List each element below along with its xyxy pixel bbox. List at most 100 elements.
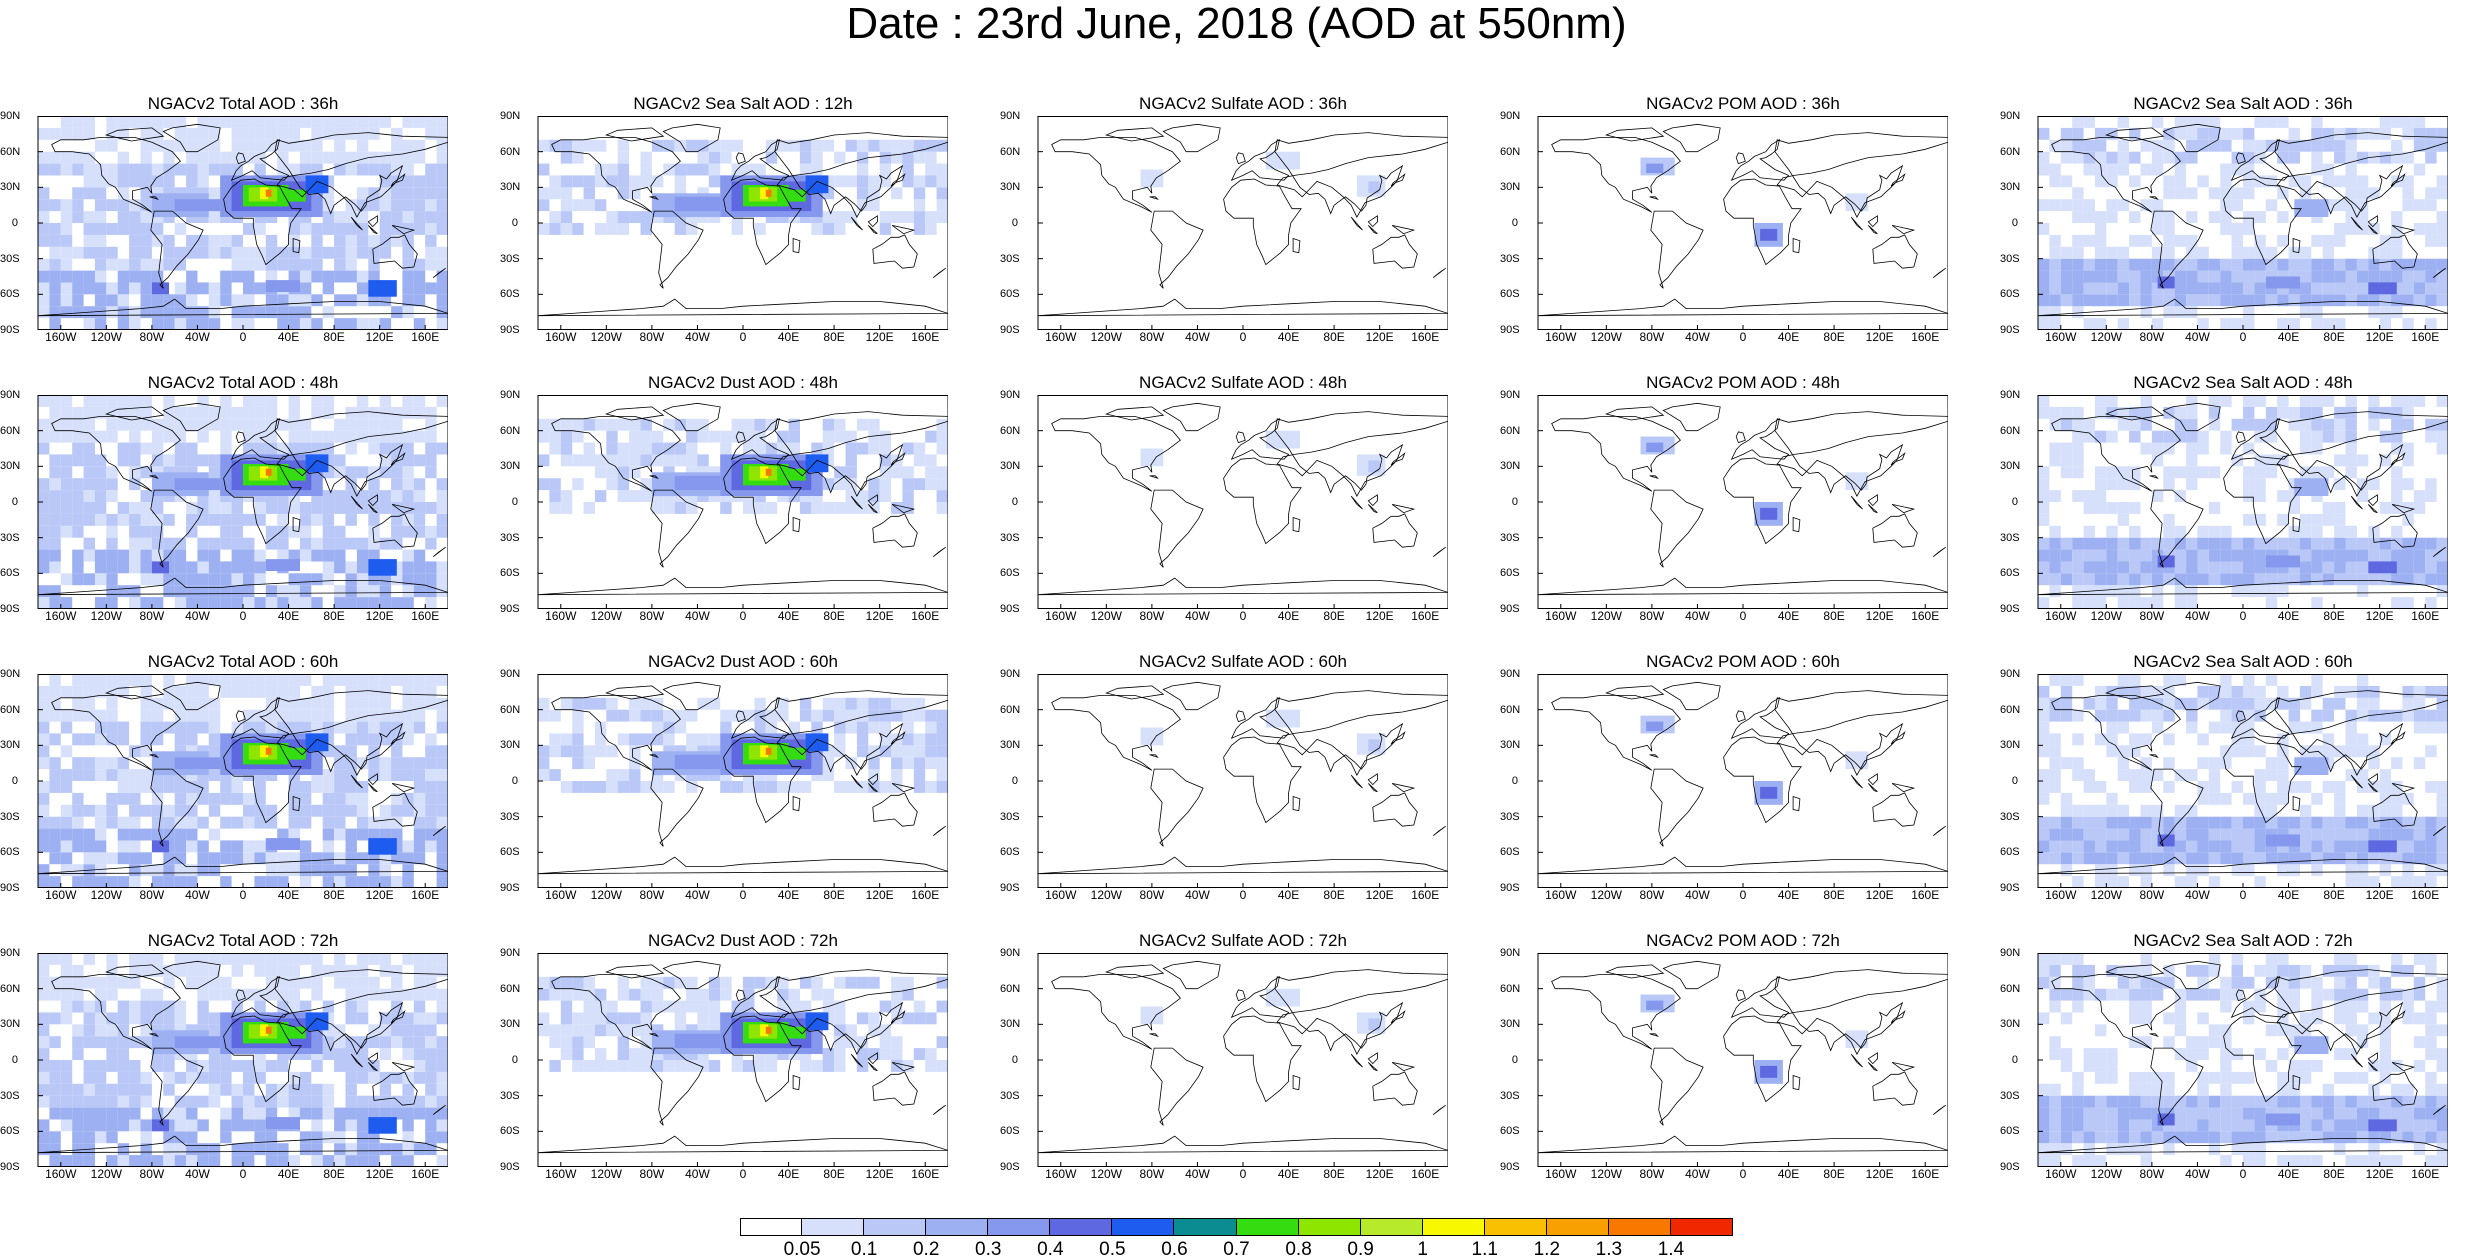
aod-cell (106, 573, 118, 586)
aod-cell (288, 468, 306, 481)
aod-cell (2243, 549, 2255, 562)
lat-label: 30S (1500, 252, 1520, 265)
continent-outline (105, 406, 165, 421)
aod-cell (83, 406, 95, 419)
aod-cell (129, 953, 141, 965)
aod-cell (334, 1143, 346, 1156)
aod-cell (345, 246, 357, 259)
aod-cell (254, 1095, 266, 1108)
aod-cell (163, 1143, 175, 1156)
continent-outline (1367, 504, 1378, 514)
aod-cell (720, 769, 732, 781)
aod-cell (322, 573, 335, 586)
continent-outline (223, 457, 302, 545)
aod-cell (94, 1131, 107, 1144)
aod-cell (117, 1095, 130, 1108)
aod-cell (94, 816, 107, 829)
aod-cell (425, 525, 437, 538)
aod-cell (708, 430, 721, 443)
aod-cell (60, 988, 73, 1001)
aod-cell (174, 318, 187, 330)
aod-cell (902, 709, 914, 722)
aod-cell (174, 573, 187, 586)
aod-cell (106, 733, 118, 746)
aod-cell (72, 964, 84, 977)
aod-cell (2231, 318, 2243, 330)
aod-cell (2311, 597, 2323, 609)
aod-cell (174, 781, 187, 793)
aod-cell (94, 246, 107, 259)
lat-label: 30S (2000, 531, 2020, 544)
aod-cell (345, 1155, 357, 1167)
aod-cell (243, 1143, 255, 1156)
aod-cell (2379, 769, 2392, 781)
aod-cell (2322, 175, 2335, 188)
aod-cell (368, 1131, 380, 1144)
aod-cell (2083, 116, 2095, 128)
lon-label: 80W (1639, 330, 1665, 344)
aod-cell (197, 561, 209, 574)
aod-cell (760, 745, 769, 758)
lat-label: 90N (500, 668, 521, 680)
aod-cell (208, 709, 221, 722)
aod-cell (345, 769, 357, 781)
aod-cell (49, 454, 61, 467)
aod-cell (2038, 852, 2050, 865)
aod-cell (413, 454, 426, 467)
aod-cell (106, 561, 118, 574)
aod-cell (2288, 318, 2300, 330)
aod-cell (2436, 792, 2448, 805)
aod-cell (2208, 781, 2221, 793)
aod-cell (2072, 769, 2084, 781)
aod-cell (49, 1143, 61, 1156)
aod-cell (174, 697, 187, 710)
aod-cell (38, 418, 50, 431)
aod-cell (799, 1060, 812, 1072)
aod-cell (379, 1048, 392, 1060)
lon-label: 40E (2277, 609, 2300, 623)
aod-cell (2186, 211, 2198, 223)
aod-cell (345, 828, 357, 841)
aod-cell (197, 1143, 209, 1156)
aod-cell (925, 1012, 937, 1025)
aod-cell (2049, 318, 2061, 330)
aod-cell (640, 175, 652, 188)
aod-cell (106, 697, 118, 710)
aod-cell (2094, 223, 2107, 235)
aod-cell (2425, 561, 2437, 574)
aod-cell (583, 454, 595, 467)
aod-cell (368, 502, 380, 514)
aod-cell (2083, 561, 2095, 574)
aod-cell (2117, 270, 2130, 283)
aod-cell (617, 1036, 630, 1049)
aod-cell (2334, 561, 2346, 574)
aod-cell (2106, 685, 2118, 698)
aod-cell (379, 430, 392, 443)
aod-cell (2334, 258, 2346, 271)
aod-field (1140, 151, 1386, 197)
lat-label: 90N (500, 389, 521, 401)
aod-cell (2425, 816, 2437, 829)
aod-cell (413, 1071, 426, 1084)
continent-outline (1372, 792, 1418, 827)
aod-cell (299, 442, 312, 455)
aod-cell (2436, 561, 2448, 574)
lon-label: 80E (823, 888, 845, 902)
aod-cell (106, 395, 118, 407)
aod-cell (129, 478, 141, 491)
aod-cell (140, 116, 152, 128)
aod-cell (2129, 258, 2141, 271)
continent-outline (890, 731, 906, 745)
aod-cell (106, 953, 118, 965)
aod-cell (345, 502, 357, 514)
aod-cell (163, 852, 175, 865)
aod-cell (231, 1060, 243, 1072)
aod-cell (2072, 139, 2084, 152)
aod-cell (413, 318, 426, 330)
lat-label: 60S (0, 288, 20, 301)
continent-outline (391, 504, 416, 514)
aod-cell (879, 781, 892, 793)
aod-cell (117, 781, 130, 793)
aod-cell (413, 953, 426, 965)
aod-cell (2117, 685, 2130, 698)
